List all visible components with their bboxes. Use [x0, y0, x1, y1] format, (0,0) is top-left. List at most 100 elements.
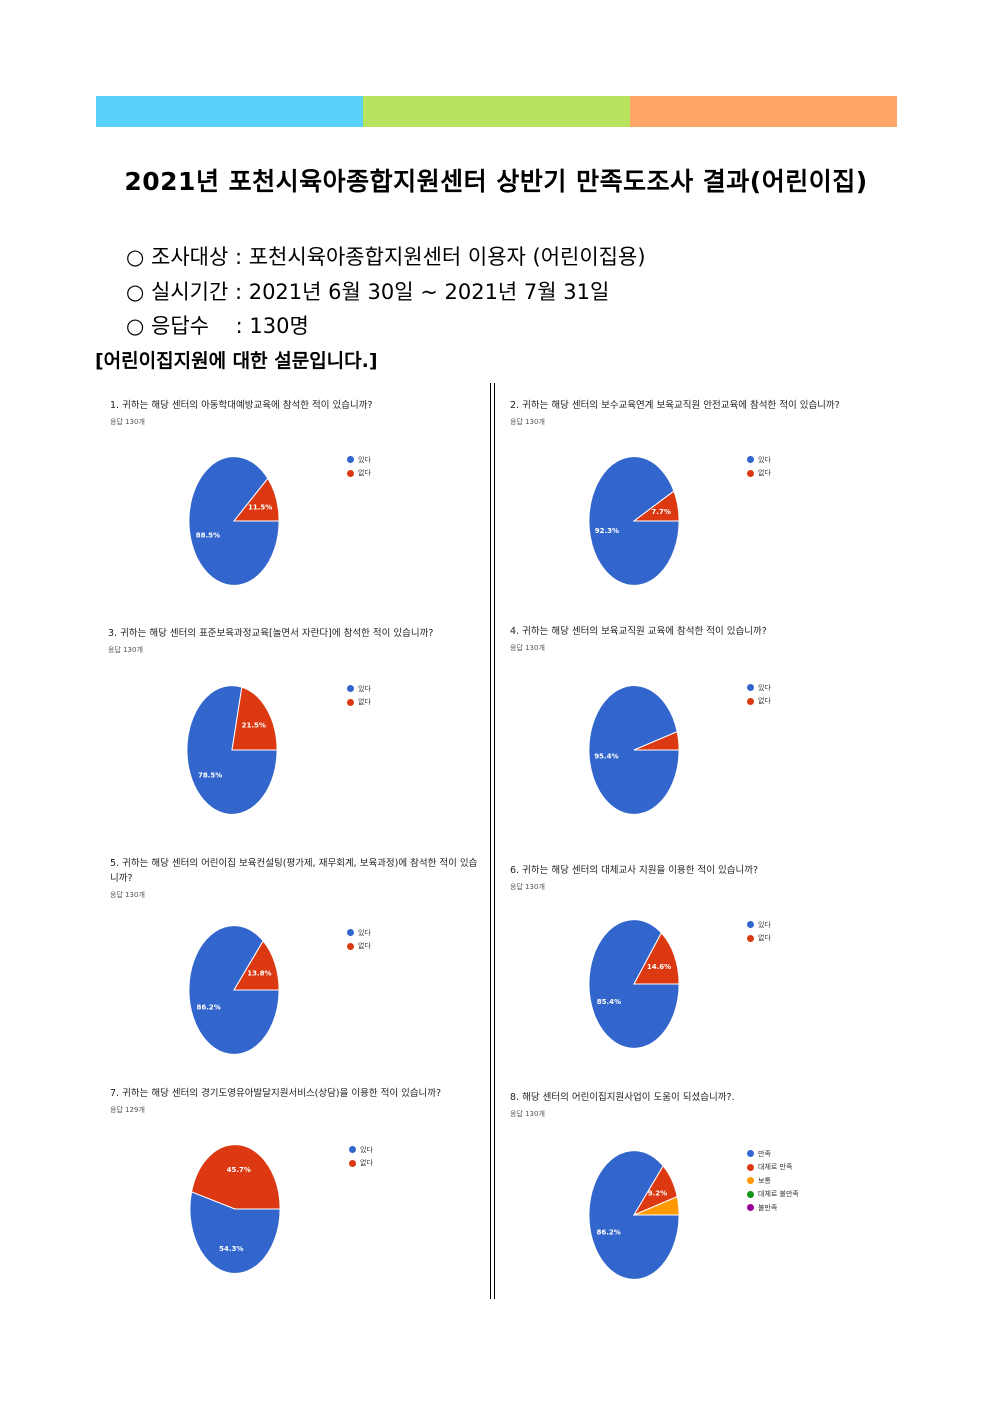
legend-item: 없다 — [747, 932, 771, 946]
slice-percent-label: 21.5% — [242, 722, 266, 730]
pie-chart: 92.3% 7.7% — [588, 456, 680, 586]
legend-item: 없다 — [747, 695, 771, 709]
slice-percent-label: 7.7% — [651, 508, 670, 516]
pie-slice-보통 — [633, 1195, 680, 1216]
pie-slice-없다 — [232, 477, 280, 522]
chart-response-count: 응답 130개 — [510, 644, 545, 652]
legend-label: 있다 — [360, 1145, 373, 1154]
pie-slice-없다 — [190, 1144, 281, 1210]
legend-label: 없다 — [758, 934, 771, 943]
chart-response-count: 응답 130개 — [510, 1110, 545, 1118]
legend-item: 있다 — [747, 453, 771, 467]
chart-question: 7. 귀하는 해당 센터의 경기도영유아발달지원서비스(상담)을 이용한 적이 … — [110, 1088, 442, 1099]
legend-item: 있다 — [747, 918, 771, 932]
legend-item: 있다 — [747, 681, 771, 695]
legend-dot-icon — [349, 1159, 356, 1167]
legend-dot-icon — [747, 684, 754, 692]
pie-slice-없다 — [231, 686, 278, 751]
survey-target: ○ 조사대상 : 포천시육아종합지원센터 이용자 (어린이집용) — [126, 245, 646, 269]
legend-label: 보통 — [758, 1176, 771, 1185]
chart-panel-6: 6. 귀하는 해당 센터의 대체교사 지원을 이용한 적이 있습니까? 응답 13… — [510, 863, 880, 1073]
chart-panel-5: 5. 귀하는 해당 센터의 어린이집 보육컨설팅(평가제, 재무회계, 보육과정… — [110, 856, 480, 1066]
legend-item: 만족 — [747, 1147, 799, 1161]
legend-dot-icon — [747, 1190, 754, 1198]
page-title: 2021년 포천시육아종합지원센터 상반기 만족도조사 결과(어린이집) — [124, 167, 868, 196]
chart-response-count: 응답 130개 — [108, 646, 143, 654]
legend-item: 없다 — [347, 940, 371, 954]
legend-dot-icon — [747, 456, 754, 464]
chart-question: 1. 귀하는 해당 센터의 아동학대예방교육에 참석한 적이 있습니까? — [110, 400, 373, 411]
legend-dot-icon — [747, 1177, 754, 1185]
slice-percent-label: 85.4% — [597, 998, 621, 1006]
pie-slice-없다 — [632, 490, 680, 522]
legend-dot-icon — [747, 921, 754, 929]
legend-dot-icon — [747, 1204, 754, 1212]
chart-response-count: 응답 130개 — [110, 891, 145, 899]
pie-slice-있다 — [186, 685, 278, 815]
legend-dot-icon — [349, 1146, 356, 1154]
legend-item: 대체로 불만족 — [747, 1188, 799, 1202]
slice-percent-label: 88.5% — [196, 532, 220, 540]
pie-slice-있다 — [189, 1191, 281, 1274]
color-bar-orange-segment — [630, 96, 897, 127]
legend-label: 없다 — [758, 469, 771, 478]
chart-response-count: 응답 130개 — [510, 418, 545, 426]
legend-label: 대체로 불만족 — [758, 1190, 799, 1199]
pie-slice-없다 — [633, 730, 680, 751]
legend-dot-icon — [347, 698, 354, 706]
header-color-bar — [96, 96, 897, 127]
legend-dot-icon — [747, 1163, 754, 1171]
legend-dot-icon — [747, 469, 754, 477]
chart-panel-4: 4. 귀하는 해당 센터의 보육교직원 교육에 참석한 적이 있습니까? 응답 1… — [510, 624, 880, 834]
slice-percent-label: 86.2% — [196, 1003, 220, 1011]
pie-chart: 86.2% 9.2% — [588, 1150, 680, 1280]
chart-question: 3. 귀하는 해당 센터의 표준보육과정교육[놀면서 자란다]에 참석한 적이 … — [108, 628, 434, 639]
legend-dot-icon — [747, 697, 754, 705]
slice-percent-label: 14.6% — [647, 963, 671, 971]
section-heading: [어린이집지원에 대한 설문입니다.] — [95, 350, 378, 372]
chart-panel-1: 1. 귀하는 해당 센터의 아동학대예방교육에 참석한 적이 있습니까? 응답 1… — [110, 398, 480, 608]
pie-chart: 86.2% 13.8% — [188, 925, 280, 1055]
legend-label: 있다 — [358, 928, 371, 937]
pie-chart: 54.3% 45.7% — [189, 1144, 281, 1274]
legend-label: 없다 — [758, 697, 771, 706]
pie-slice-없다 — [233, 940, 280, 991]
chart-question: 2. 귀하는 해당 센터의 보수교육연계 보육교직원 안전교육에 참석한 적이 … — [510, 400, 840, 411]
survey-period: ○ 실시기간 : 2021년 6월 30일 ~ 2021년 7월 31일 — [126, 280, 610, 304]
legend-item: 불만족 — [747, 1201, 799, 1215]
legend-label: 있다 — [758, 683, 771, 692]
legend-label: 있다 — [758, 920, 771, 929]
chart-panel-2: 2. 귀하는 해당 센터의 보수교육연계 보육교직원 안전교육에 참석한 적이 … — [510, 398, 880, 608]
legend-item: 없다 — [349, 1157, 373, 1171]
legend-item: 보통 — [747, 1174, 799, 1188]
legend-item: 있다 — [347, 926, 371, 940]
chart-legend: 있다 없다 — [347, 682, 371, 709]
survey-response-count: ○ 응답수 : 130명 — [126, 314, 309, 338]
legend-item: 대체로 만족 — [747, 1161, 799, 1175]
legend-dot-icon — [347, 685, 354, 693]
slice-percent-label: 11.5% — [248, 503, 272, 511]
chart-response-count: 응답 130개 — [510, 883, 545, 891]
slice-percent-label: 78.5% — [198, 771, 222, 779]
legend-item: 있다 — [349, 1143, 373, 1157]
chart-panel-7: 7. 귀하는 해당 센터의 경기도영유아발달지원서비스(상담)을 이용한 적이 … — [110, 1086, 480, 1296]
color-bar-green-segment — [363, 96, 630, 127]
pie-slice-있다 — [188, 456, 280, 586]
legend-label: 없다 — [358, 469, 371, 478]
pie-chart: 88.5% 11.5% — [188, 456, 280, 586]
color-bar-cyan-segment — [96, 96, 363, 127]
chart-panel-8: 8. 해당 센터의 어린이집지원사업이 도움이 되셨습니까?. 응답 130개 86… — [510, 1090, 880, 1300]
legend-label: 있다 — [358, 455, 371, 464]
legend-label: 없다 — [358, 698, 371, 707]
pie-chart: 78.5% 21.5% — [186, 685, 278, 815]
legend-dot-icon — [347, 929, 354, 937]
legend-dot-icon — [347, 942, 354, 950]
chart-question: 8. 해당 센터의 어린이집지원사업이 도움이 되셨습니까?. — [510, 1092, 735, 1103]
slice-percent-label: 13.8% — [247, 970, 271, 978]
legend-dot-icon — [347, 469, 354, 477]
chart-question: 5. 귀하는 해당 센터의 어린이집 보육컨설팅(평가제, 재무회계, 보육과정… — [110, 858, 478, 884]
